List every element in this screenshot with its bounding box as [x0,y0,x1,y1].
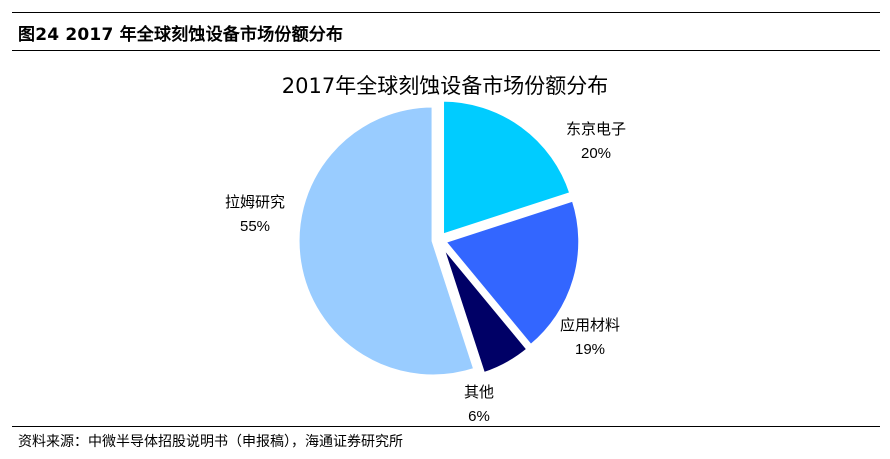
pie-slice-3 [440,244,531,376]
slice-value-label: 55% [240,218,270,235]
figure-caption: 图24 2017 年全球刻蚀设备市场份额分布 [18,25,344,45]
header-bottom-rule [12,50,880,51]
pie-slice-1 [441,98,573,238]
slice-name-label: 拉姆研究 [225,193,285,211]
slice-name-label: 其他 [464,383,494,401]
slice-value-label: 19% [575,341,605,358]
slice-value-label: 20% [581,145,611,162]
chart-title: 2017年全球刻蚀设备市场份额分布 [282,74,608,98]
pie-slice-4 [296,104,477,378]
pie-slice-2 [442,198,582,348]
slice-name-label: 应用材料 [560,316,620,334]
pie-chart-svg: 2017年全球刻蚀设备市场份额分布 东京电子 20% 应用材料 19% 其他 6% 拉姆研究… [225,74,626,422]
pie-slices [296,98,582,378]
slice-name-label: 东京电子 [566,120,626,138]
figure-header: 图24 2017 年全球刻蚀设备市场份额分布 [0,0,890,51]
source-note: 资料来源：中微半导体招股说明书（申报稿），海通证券研究所 [18,434,403,450]
header-top-rule [12,12,880,13]
pie-labels: 东京电子 20% 应用材料 19% 其他 6% 拉姆研究 55% [225,120,626,422]
slice-value-label: 6% [468,408,490,422]
source-top-rule [12,426,880,427]
pie-chart: 2017年全球刻蚀设备市场份额分布 东京电子 20% 应用材料 19% 其他 6% 拉姆研究… [0,52,890,422]
